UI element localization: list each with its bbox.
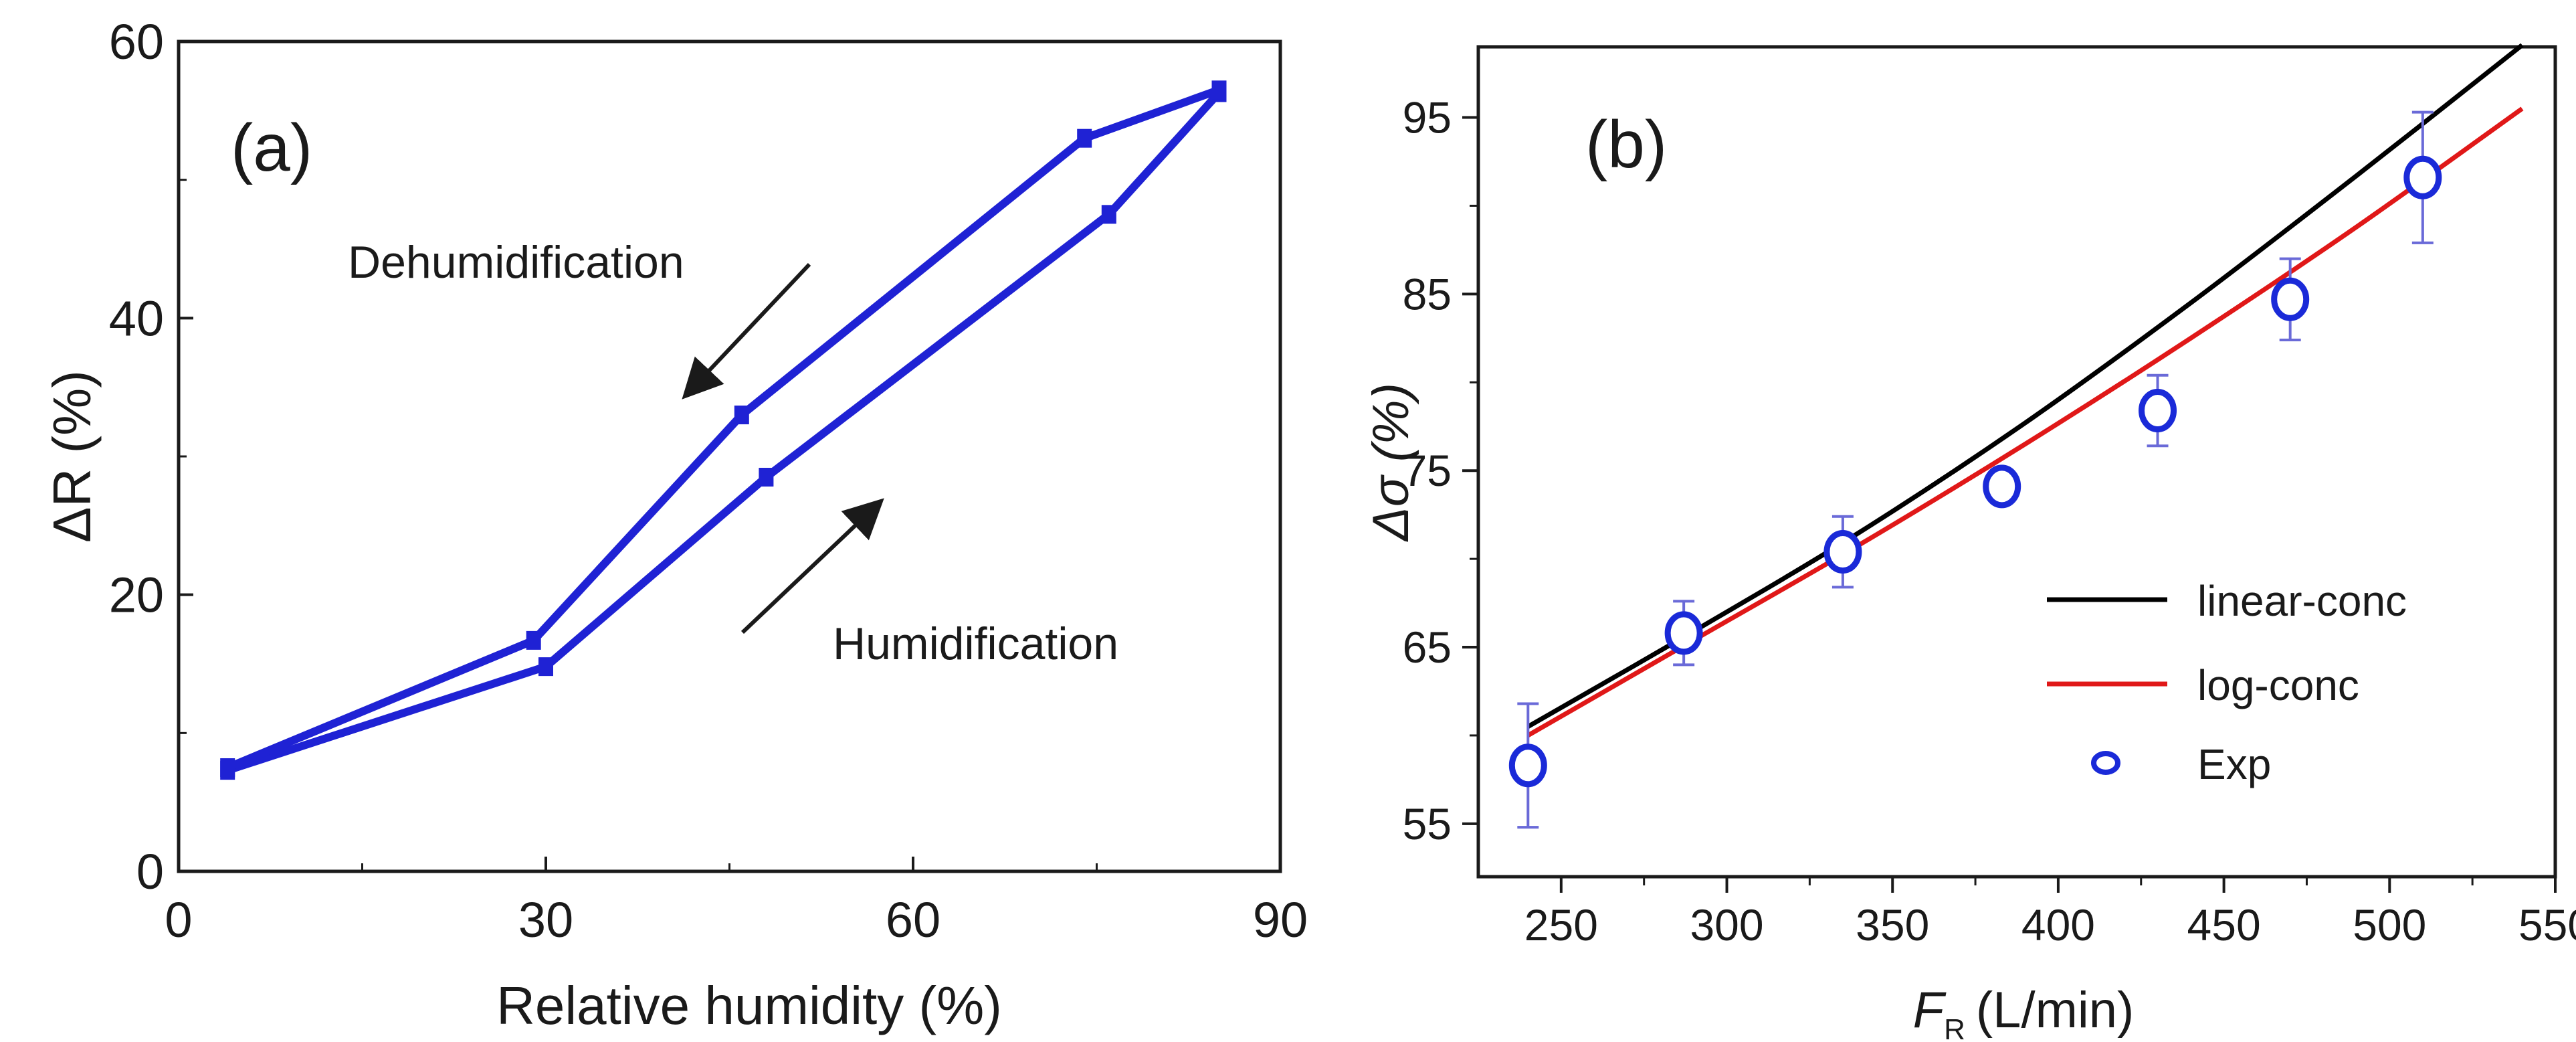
data-point-humidification [538, 657, 553, 677]
y-tick-label-b-75: 75 [1403, 446, 1452, 495]
data-point-exp [2139, 388, 2177, 432]
y-tick-label-a-20: 20 [109, 568, 164, 623]
x-tick-label-b-550: 550 [2518, 900, 2576, 950]
y-axis-title-b: Δσ (%) [1363, 383, 1419, 542]
legend-marker-exp [2091, 751, 2120, 775]
series-group-b [1508, 43, 2524, 829]
x-axis-title-b-main: F [1913, 982, 1947, 1039]
data-point-dehumidification [1077, 128, 1092, 148]
legend-label-linear-conc: linear-conc [2197, 577, 2407, 625]
x-tick-label-a-90: 90 [1253, 892, 1308, 948]
data-point-exp [2271, 277, 2310, 321]
data-point-dehumidification [734, 406, 749, 424]
x-tick-label-b-250: 250 [1524, 900, 1598, 950]
data-point-exp [1823, 530, 1862, 574]
panel-b: 250 300 350 400 450 500 550 55 65 75 85 95 (b) line… [1363, 43, 2576, 1042]
data-point-dehumidification [526, 630, 541, 650]
plot-frame-b [1476, 45, 2557, 879]
x-tick-label-a-60: 60 [886, 892, 940, 948]
panel-a: 0 30 60 90 0 20 40 60 (a) Dehumidification Humi… [42, 14, 1308, 1035]
x-tick-label-b-400: 400 [2021, 900, 2095, 950]
annotation-humidification: Humidification [833, 618, 1118, 669]
data-point-dehumidification [1211, 80, 1227, 100]
x-ticks-b: 250 300 350 400 450 500 550 55 65 75 85 95 [1403, 93, 2576, 950]
y-tick-label-b-95: 95 [1403, 93, 1452, 143]
x-tick-label-a-0: 0 [165, 892, 192, 948]
x-tick-label-a-30: 30 [518, 892, 573, 948]
data-point-humidification [759, 468, 774, 487]
y-tick-label-b-85: 85 [1403, 269, 1452, 319]
x-axis-title-b: FR (L/min) [1913, 982, 2135, 1042]
y-axis-title-a: ΔR (%) [42, 370, 102, 543]
panel-label-a: (a) [231, 110, 312, 185]
x-tick-label-b-350: 350 [1856, 900, 1929, 950]
data-point-humidification [1101, 205, 1116, 224]
y-tick-label-a-60: 60 [109, 14, 164, 70]
arrow-dehumidification [682, 262, 811, 400]
data-point-exp [1664, 611, 1703, 655]
y-tick-label-b-55: 55 [1403, 799, 1452, 849]
legend-label-exp: Exp [2197, 740, 2271, 788]
arrow-humidification [740, 498, 884, 634]
x-tick-label-b-300: 300 [1690, 900, 1763, 950]
data-point-exp [1508, 744, 1547, 788]
x-tick-label-b-500: 500 [2353, 900, 2426, 950]
plot-frame-a [177, 39, 1282, 873]
y-tick-label-a-0: 0 [136, 844, 164, 899]
x-ticks-a: 0 30 60 90 0 20 40 60 [109, 14, 1308, 948]
series-group-a [220, 80, 1227, 780]
x-axis-title-a: Relative humidity (%) [496, 976, 1002, 1035]
data-point-dehumidification [220, 758, 235, 777]
legend-label-log-conc: log-conc [2197, 661, 2359, 709]
y-tick-label-b-65: 65 [1403, 622, 1452, 672]
x-axis-title-b-rest: (L/min) [1976, 982, 2134, 1039]
data-point-exp [2403, 155, 2442, 199]
annotation-dehumidification: Dehumidification [348, 237, 684, 288]
legend-b: linear-conc log-conc Exp [2047, 577, 2407, 788]
x-axis-title-b-sub: R [1944, 1013, 1965, 1042]
y-tick-label-a-40: 40 [109, 290, 164, 346]
x-tick-label-b-450: 450 [2187, 900, 2261, 950]
panel-label-b: (b) [1585, 107, 1667, 182]
data-point-exp [1983, 464, 2021, 509]
